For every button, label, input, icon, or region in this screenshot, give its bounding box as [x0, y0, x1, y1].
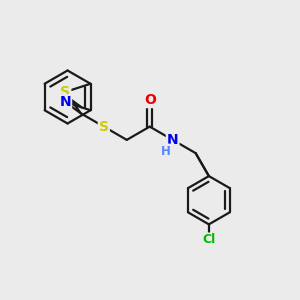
Text: N: N — [167, 133, 178, 147]
Text: O: O — [144, 93, 156, 107]
Text: S: S — [99, 120, 109, 134]
Text: H: H — [160, 145, 170, 158]
Text: S: S — [60, 85, 70, 99]
Text: Cl: Cl — [202, 233, 215, 247]
Text: N: N — [59, 95, 71, 109]
